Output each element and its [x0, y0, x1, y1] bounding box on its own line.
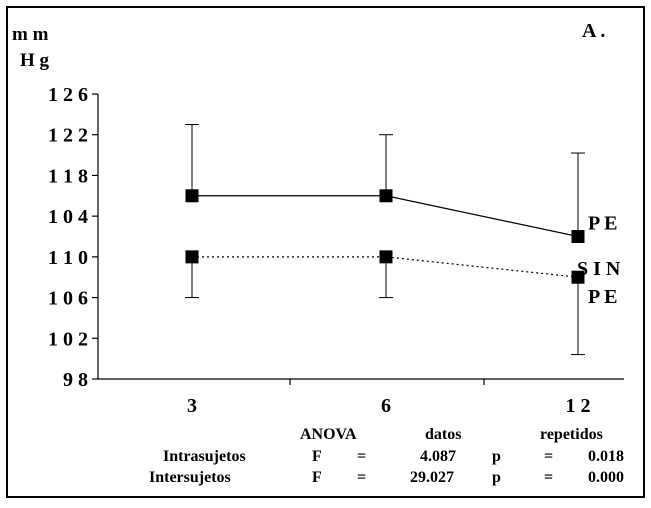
y-tick-label: 1 2 2 — [48, 125, 88, 147]
anova-row-label: Intrasujetos — [163, 448, 246, 465]
anova-row-eq: = — [544, 448, 553, 465]
anova-title-mid: datos — [425, 426, 461, 443]
y-tick-label: 1 2 6 — [48, 84, 88, 106]
anova-row-p: p — [492, 469, 501, 486]
anova-row-eq: = — [544, 469, 553, 486]
data-point — [571, 270, 585, 284]
anova-title-end: repetidos — [540, 426, 603, 443]
data-point — [185, 250, 199, 264]
y-tick-label: 1 0 2 — [48, 328, 88, 350]
series-label: P E — [588, 213, 617, 235]
x-tick-label: 1 2 — [566, 395, 591, 417]
anova-row-p: p — [492, 448, 501, 465]
chart-frame — [6, 6, 645, 498]
anova-title: ANOVA — [300, 426, 357, 443]
y-tick-label: 1 0 6 — [48, 288, 88, 310]
anova-row-p-value: 0.000 — [588, 469, 624, 486]
y-tick-label: 1 1 0 — [48, 247, 88, 269]
y-tick-label: 1 1 8 — [48, 165, 88, 187]
anova-row-f-value: 4.087 — [420, 448, 456, 465]
anova-row-eq: = — [357, 448, 366, 465]
anova-row-label: Intersujetos — [149, 469, 231, 486]
data-point — [185, 189, 199, 203]
data-point — [379, 250, 393, 264]
anova-row-stat: F — [312, 469, 322, 486]
x-tick-label: 3 — [187, 395, 197, 417]
anova-row-eq: = — [357, 469, 366, 486]
data-point — [379, 189, 393, 203]
x-tick-label: 6 — [381, 395, 391, 417]
data-point — [571, 230, 585, 243]
y-axis-label-line1: m m — [12, 24, 49, 45]
y-tick-label: 9 8 — [63, 369, 88, 391]
y-axis-label-line2: H g — [20, 50, 50, 71]
anova-row-f-value: 29.027 — [410, 469, 454, 486]
panel-label: A . — [582, 20, 605, 42]
series-label: P E — [588, 286, 617, 308]
anova-row-p-value: 0.018 — [588, 448, 624, 465]
y-tick-label: 1 0 4 — [48, 206, 88, 228]
series-label: S I N — [577, 258, 621, 280]
anova-row-stat: F — [312, 448, 322, 465]
